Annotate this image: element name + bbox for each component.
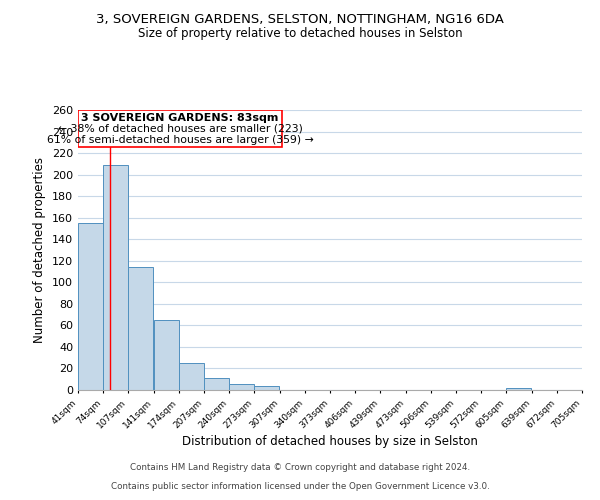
Bar (154, 320, 179, 390)
Bar (204, 378, 229, 390)
Bar (179, 363, 204, 390)
Text: 61% of semi-detached houses are larger (359) →: 61% of semi-detached houses are larger (… (47, 135, 313, 145)
Y-axis label: Number of detached properties: Number of detached properties (34, 157, 46, 343)
Bar (78, 110, 282, 146)
Bar (506, 388, 531, 390)
Text: Contains public sector information licensed under the Open Government Licence v3: Contains public sector information licen… (110, 482, 490, 491)
Text: 3, SOVEREIGN GARDENS, SELSTON, NOTTINGHAM, NG16 6DA: 3, SOVEREIGN GARDENS, SELSTON, NOTTINGHA… (96, 12, 504, 26)
Bar (254, 386, 279, 390)
X-axis label: Distribution of detached houses by size in Selston: Distribution of detached houses by size … (182, 436, 478, 448)
Text: 3 SOVEREIGN GARDENS: 83sqm: 3 SOVEREIGN GARDENS: 83sqm (82, 113, 279, 123)
Text: ← 38% of detached houses are smaller (223): ← 38% of detached houses are smaller (22… (58, 124, 302, 134)
Bar (229, 384, 254, 390)
Bar (78, 223, 103, 390)
Text: Size of property relative to detached houses in Selston: Size of property relative to detached ho… (137, 28, 463, 40)
Bar (128, 267, 153, 390)
Bar (103, 165, 128, 390)
Text: Contains HM Land Registry data © Crown copyright and database right 2024.: Contains HM Land Registry data © Crown c… (130, 464, 470, 472)
